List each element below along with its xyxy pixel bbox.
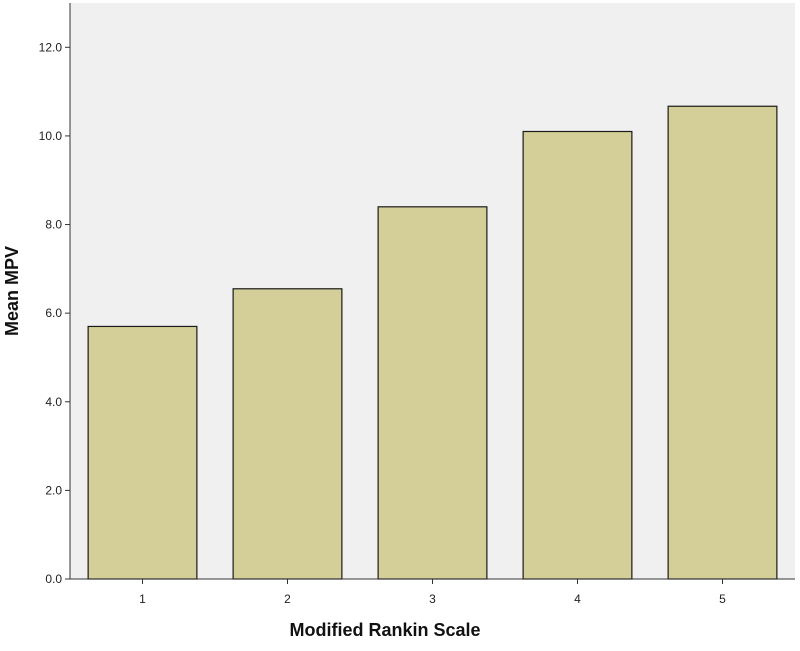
x-tick-label: 5 — [719, 592, 726, 606]
y-tick-label: 0.0 — [45, 572, 62, 586]
bars-group — [87, 105, 778, 580]
y-tick-label: 6.0 — [45, 306, 62, 320]
y-tick-label: 2.0 — [45, 483, 62, 497]
bar-4 — [522, 130, 633, 580]
bar-1 — [87, 325, 198, 580]
bar-2 — [232, 288, 343, 580]
y-axis-title: Mean MPV — [2, 246, 22, 336]
y-tick-label: 12.0 — [39, 40, 63, 54]
x-tick-label: 4 — [574, 592, 581, 606]
y-tick-label: 4.0 — [45, 395, 62, 409]
y-tick-label: 8.0 — [45, 218, 62, 232]
bar-3 — [377, 206, 488, 580]
x-tick-label: 2 — [284, 592, 291, 606]
x-tick-label: 3 — [429, 592, 436, 606]
bar-5 — [667, 105, 778, 580]
y-tick-label: 10.0 — [39, 129, 63, 143]
y-ticks-group: 0.0 2.0 4.0 6.0 8.0 10.0 12.0 — [39, 40, 70, 586]
x-ticks-group: 1 2 3 4 5 — [139, 579, 726, 606]
x-tick-label: 1 — [139, 592, 146, 606]
x-axis-title: Modified Rankin Scale — [289, 620, 480, 640]
